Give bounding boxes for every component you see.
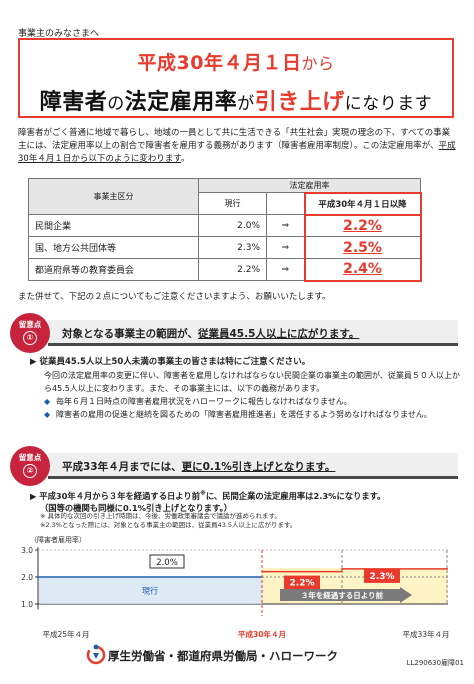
point1-heading-b: 従業員45.5人以上に広がります。: [197, 328, 360, 340]
title-word-will: になります: [344, 94, 433, 114]
table-row: 都道府県等の教育委員会 2.2% ⇒ 2.4%: [28, 258, 422, 282]
point2-notes: ※ 具体的な次回の引き上げ時期は、今後、労働政策審議会で議論が進められます。 ※…: [40, 512, 460, 530]
point-label: 留意点: [18, 453, 42, 462]
row-category: 国、地方公共団体等: [28, 236, 199, 259]
current-period-area: [39, 577, 262, 604]
title-line1: 平成30年４月１日から: [20, 48, 452, 75]
arrow-icon: ⇒: [266, 214, 305, 237]
point2-heading-a: 平成33年４月までには、: [62, 461, 182, 473]
row-new: 2.2%: [303, 214, 422, 237]
mhlw-logo-icon: [86, 644, 106, 665]
data-label-bg: [284, 575, 320, 590]
intro-underlined: 平成30年４月１日から以下のように変わります: [18, 141, 456, 164]
row-current: 2.2%: [198, 258, 267, 281]
title-word-raise: 引き上げ: [254, 90, 345, 115]
point2-sub: ▶ 平成30年４月から３年を経過する日より前※に、民間企業の法定雇用率は2.3%…: [30, 488, 460, 514]
point1-sub: ▶ 従業員45.5人以上50人未満の事業主の皆さまは特にご注意ください。: [30, 355, 460, 367]
point1-badge: 留意点 ①: [10, 313, 50, 353]
point1-body-text: 今回の法定雇用率の変更に伴い、障害者を雇用しなければならない民間企業の事業主の範…: [44, 371, 460, 393]
data-label-current: 2.0%: [156, 558, 178, 568]
data-label-bg: [364, 568, 400, 583]
table-header-arrow-cell: [266, 192, 305, 215]
title-from: から: [301, 54, 335, 73]
point2-sub3: （国等の機関も同様に0.1%引き上げとなります。）: [40, 502, 233, 513]
arrow-icon: ⇒: [266, 236, 305, 259]
title-word-disabled: 障害者: [39, 90, 108, 115]
y-tick-label: 2.0: [21, 573, 33, 582]
point2-note1: ※ 具体的な次回の引き上げ時期は、今後、労働政策審議会で議論が進められます。: [40, 512, 281, 520]
table-header-current: 現行: [198, 192, 267, 215]
x-tick-label: 平成30年４月: [238, 629, 286, 639]
blue-bullet-icon: ◆: [44, 409, 51, 419]
data-label-new: 2.3%: [370, 572, 395, 582]
point2-sub1: 平成30年４月から３年を経過する日より前: [39, 490, 201, 501]
table-header-new: 平成30年４月１日以降: [303, 191, 422, 216]
point1-sub-text: 従業員45.5人以上50人未満の事業主の皆さまは特にご注意ください。: [39, 357, 311, 367]
title-date: 平成30年４月１日: [137, 52, 302, 74]
table-header-category: 事業主区分: [28, 178, 199, 215]
rate-table: 事業主区分 法定雇用率 現行 平成30年４月１日以降 民間企業 2.0% ⇒ 2…: [28, 178, 422, 282]
row-current: 2.0%: [198, 214, 267, 237]
bullet-text: 障害者の雇用の促進と継続を図るための「障害者雇用推進者」を選任するよう努めなけれ…: [56, 409, 432, 419]
point1-heading: 対象となる事業主の範囲が、従業員45.5人以上に広がります。: [48, 320, 458, 346]
point2-badge: 留意点 ②: [10, 446, 50, 486]
point2-heading: 平成33年４月までには、更に0.1%引き上げとなります。: [48, 453, 458, 479]
annotation-text: ３年を経過する日より前: [301, 590, 384, 600]
intro-text: 障害者がごく普通に地域で暮らし、地域の一員として共に生活できる「共生社会」実現の…: [18, 128, 451, 151]
title-particle-ga: が: [237, 94, 255, 114]
triangle-bullet-icon: ▶: [30, 357, 40, 367]
point2-heading-b: 更に0.1%引き上げとなります。: [181, 461, 336, 473]
annotation-bg: [280, 589, 400, 601]
data-label-box: [149, 554, 185, 569]
annotation-arrow-icon: [400, 587, 412, 603]
data-label-new: 2.2%: [290, 579, 315, 589]
row-category: 民間企業: [28, 214, 199, 237]
rate-step-chart: （障害者雇用率） 3.0 2.0 1.0 現行 2.0% 2.2% 2.3% ３年を経過する日よ…: [21, 535, 449, 639]
row-new: 2.5%: [303, 236, 422, 259]
point-number: ②: [23, 464, 37, 478]
title-particle-no: の: [107, 94, 125, 114]
point-number: ①: [23, 331, 37, 345]
also-note: また併せて、下記の２点についてもご注意くださいますよう、お願いいたします。: [18, 292, 331, 302]
x-tick-label: 平成33年４月: [402, 629, 449, 639]
intro-end: 。: [180, 154, 190, 164]
table-header-rate: 法定雇用率: [198, 178, 421, 193]
y-tick-label: 3.0: [21, 546, 33, 555]
table-row: 民間企業 2.0% ⇒ 2.2%: [28, 214, 422, 237]
point2-note2: ※2.3%となった際には、対象となる事業主の範囲は、従業員43.5人以上に広がり…: [40, 521, 297, 529]
intro-paragraph: 障害者がごく普通に地域で暮らし、地域の一員として共に生活できる「共生社会」実現の…: [18, 127, 458, 166]
list-item: ◆ 障害者の雇用の促進と継続を図るための「障害者雇用推進者」を選任するよう努めなけ…: [44, 409, 464, 422]
row-new: 2.4%: [303, 258, 422, 282]
row-current: 2.3%: [198, 236, 267, 259]
title-box: 平成30年４月１日から 障害者の法定雇用率が引き上げになります: [18, 38, 454, 118]
table-row: 国、地方公共団体等 2.3% ⇒ 2.5%: [28, 236, 422, 259]
document-code: LL290630雇障01: [406, 659, 464, 667]
point1-heading-a: 対象となる事業主の範囲が、: [62, 328, 198, 340]
row-category: 都道府県等の教育委員会: [28, 258, 199, 281]
series-label-current: 現行: [142, 586, 158, 596]
blue-bullet-icon: ◆: [44, 397, 51, 406]
list-item: ◆ 毎年６月１日時点の障害者雇用状況をハローワークに報告しなければなりません。: [44, 396, 464, 409]
x-tick-label: 平成25年４月: [42, 629, 89, 639]
bullet-text: 毎年６月１日時点の障害者雇用状況をハローワークに報告しなければなりません。: [56, 397, 352, 406]
point1-body: 今回の法定雇用率の変更に伴い、障害者を雇用しなければならない民間企業の事業主の範…: [44, 370, 464, 421]
y-tick-label: 1.0: [21, 600, 33, 609]
point-label: 留意点: [18, 320, 42, 329]
point2-sub2: に、民間企業の法定雇用率は2.3%になります。: [205, 490, 386, 501]
triangle-bullet-icon: ▶: [30, 490, 40, 501]
title-line2: 障害者の法定雇用率が引き上げになります: [20, 84, 452, 116]
arrow-icon: ⇒: [266, 258, 305, 281]
y-axis-label: （障害者雇用率）: [30, 535, 86, 544]
footer-organization: 厚生労働省・都道府県労働局・ハローワーク: [108, 649, 338, 663]
greeting: 事業主のみなさまへ: [18, 29, 100, 39]
point2-note-mark: ※: [200, 490, 206, 497]
title-word-rate: 法定雇用率: [124, 90, 238, 115]
